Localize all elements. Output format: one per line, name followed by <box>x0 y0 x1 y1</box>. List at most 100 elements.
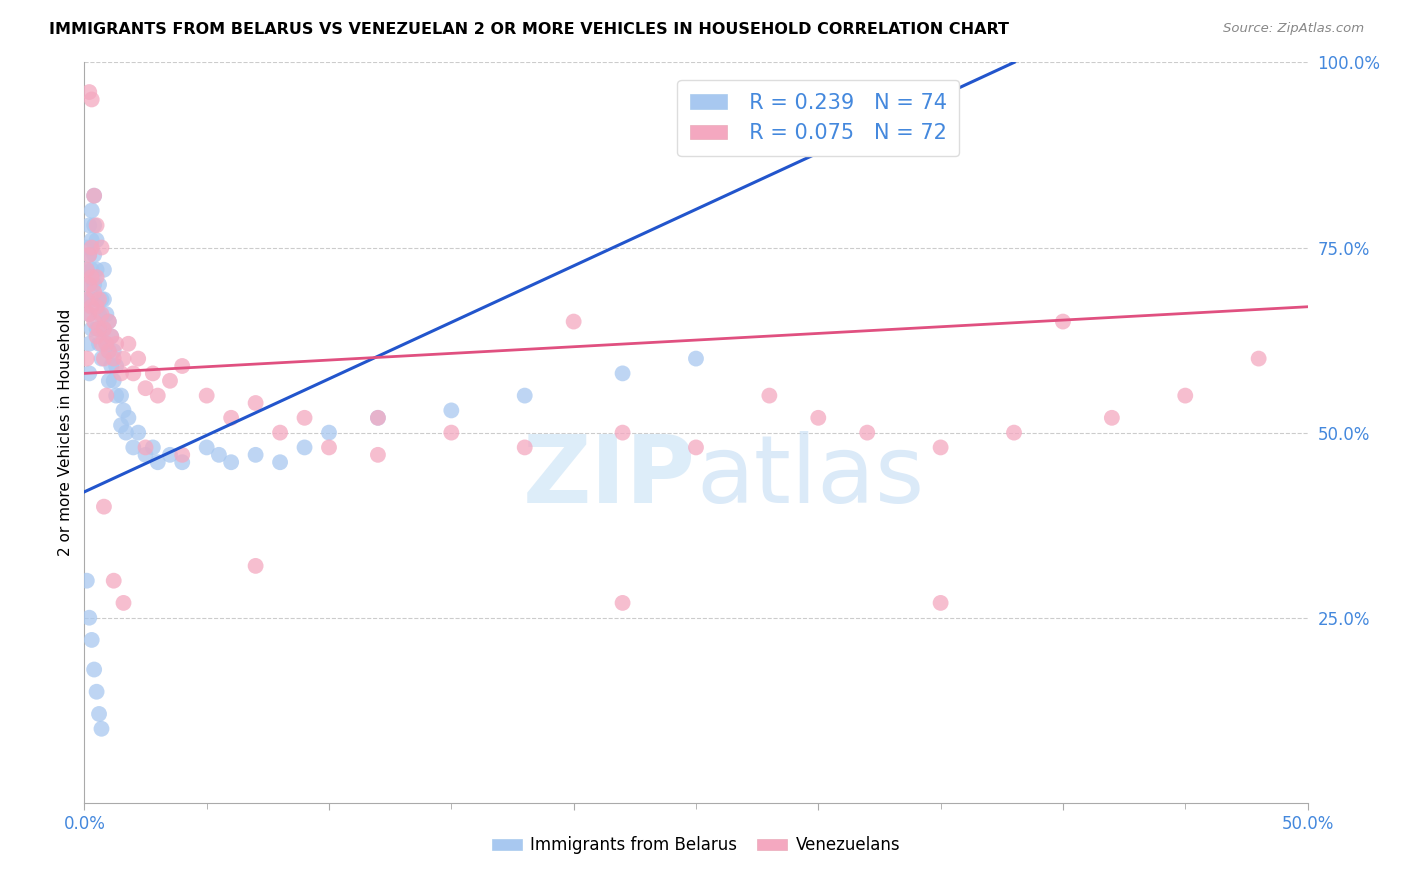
Point <box>110 367 132 381</box>
Point <box>77 307 100 321</box>
Point <box>96 336 118 351</box>
Point <box>93 351 115 366</box>
Point <box>77 248 100 262</box>
Point <box>807 410 830 425</box>
Point <box>83 248 105 262</box>
Point <box>513 388 536 402</box>
Point <box>83 277 105 292</box>
Point <box>219 410 242 425</box>
Point <box>122 367 145 381</box>
Point <box>929 92 952 106</box>
Point <box>367 410 389 425</box>
Point <box>83 285 105 299</box>
Point <box>100 329 122 343</box>
Point <box>103 374 125 388</box>
Point <box>77 85 100 99</box>
Point <box>172 448 194 462</box>
Point <box>90 722 112 736</box>
Point <box>80 203 103 218</box>
Point <box>103 344 125 359</box>
Point <box>612 425 634 440</box>
Point <box>172 455 194 469</box>
Point <box>146 455 169 469</box>
Point <box>77 248 100 262</box>
Point <box>195 441 218 455</box>
Point <box>146 388 169 402</box>
Point <box>612 367 634 381</box>
Point <box>87 706 110 721</box>
Point <box>80 262 103 277</box>
Point <box>100 359 122 373</box>
Point <box>93 500 115 514</box>
Point <box>159 374 181 388</box>
Point <box>103 574 125 588</box>
Point <box>80 270 103 285</box>
Point <box>76 240 98 255</box>
Point <box>76 262 98 277</box>
Point <box>77 219 100 233</box>
Point <box>929 596 952 610</box>
Point <box>77 307 100 321</box>
Point <box>685 441 707 455</box>
Point <box>83 188 105 202</box>
Point <box>1002 425 1025 440</box>
Point <box>77 277 100 292</box>
Point <box>562 314 585 328</box>
Point <box>77 336 100 351</box>
Point <box>245 558 267 573</box>
Point <box>80 293 103 307</box>
Point <box>97 314 120 328</box>
Point <box>1101 410 1123 425</box>
Point <box>77 610 100 624</box>
Point <box>269 455 291 469</box>
Point <box>86 233 108 247</box>
Point <box>685 351 707 366</box>
Point <box>112 403 135 417</box>
Point <box>80 300 103 314</box>
Point <box>367 410 389 425</box>
Point <box>117 410 139 425</box>
Point <box>77 367 100 381</box>
Point <box>856 425 879 440</box>
Point <box>142 441 165 455</box>
Point <box>219 455 242 469</box>
Point <box>318 441 340 455</box>
Point <box>96 336 118 351</box>
Point <box>1174 388 1197 402</box>
Point <box>112 596 135 610</box>
Point <box>80 632 103 647</box>
Point <box>86 329 108 343</box>
Text: IMMIGRANTS FROM BELARUS VS VENEZUELAN 2 OR MORE VEHICLES IN HOUSEHOLD CORRELATIO: IMMIGRANTS FROM BELARUS VS VENEZUELAN 2 … <box>49 22 1010 37</box>
Point <box>97 344 120 359</box>
Point <box>294 441 316 455</box>
Point <box>83 314 105 328</box>
Point <box>96 307 118 321</box>
Point <box>87 293 110 307</box>
Point <box>135 441 157 455</box>
Point <box>76 293 98 307</box>
Point <box>87 336 110 351</box>
Point <box>80 233 103 247</box>
Point <box>90 351 112 366</box>
Point <box>80 240 103 255</box>
Point <box>93 322 115 336</box>
Point <box>440 403 463 417</box>
Point <box>112 351 135 366</box>
Point <box>1247 351 1270 366</box>
Point <box>76 262 98 277</box>
Point <box>90 336 112 351</box>
Point <box>86 322 108 336</box>
Point <box>83 219 105 233</box>
Point <box>77 277 100 292</box>
Point <box>294 410 316 425</box>
Point <box>103 351 125 366</box>
Point <box>97 344 120 359</box>
Point <box>93 293 115 307</box>
Point <box>83 663 105 677</box>
Point <box>96 388 118 402</box>
Point <box>110 388 132 402</box>
Point <box>612 596 634 610</box>
Point <box>245 448 267 462</box>
Point <box>105 388 128 402</box>
Point <box>367 448 389 462</box>
